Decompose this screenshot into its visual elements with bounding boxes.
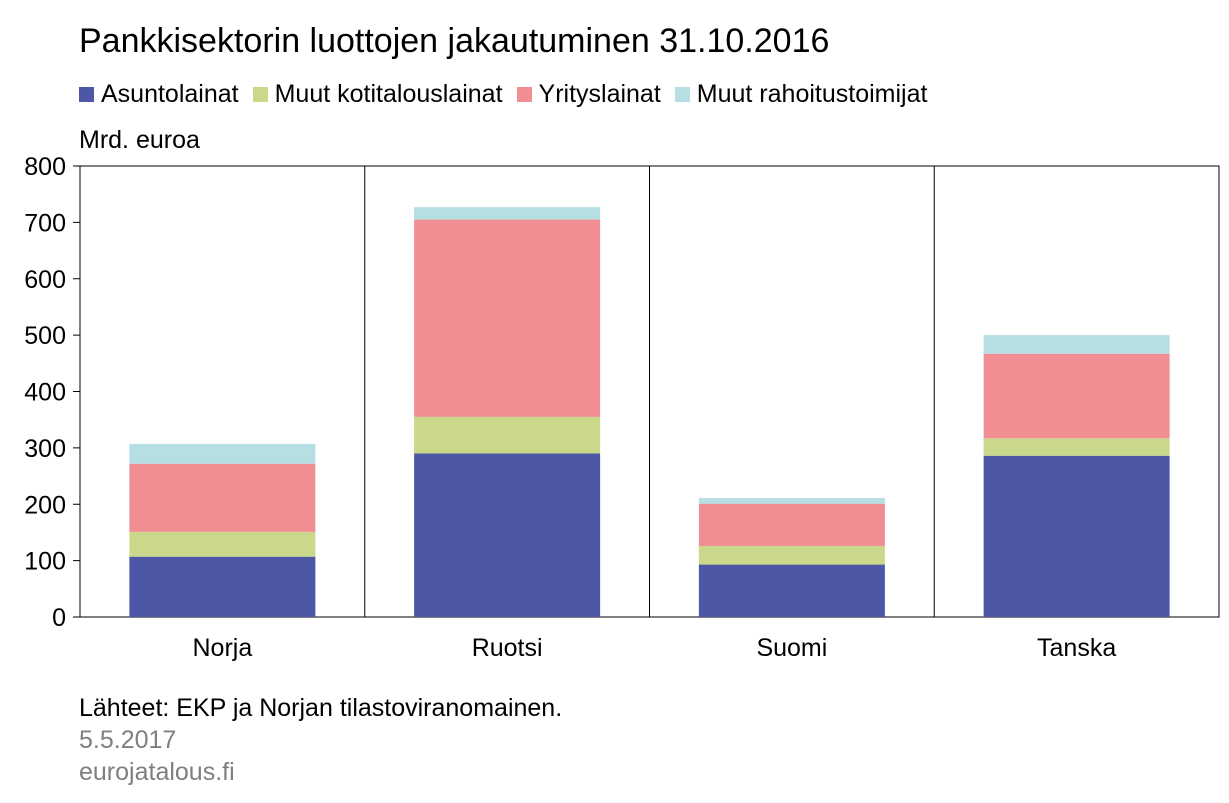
y-tick-label: 600 — [24, 266, 66, 294]
y-tick-label: 200 — [24, 491, 66, 519]
bar-segment-ruotsi-series-3 — [414, 207, 601, 220]
y-tick-label: 500 — [24, 322, 66, 350]
bar-segment-suomi-series-2 — [698, 503, 885, 546]
y-tick-label: 0 — [52, 604, 66, 632]
bar-segment-norja-series-1 — [129, 531, 316, 557]
bar-segment-tanska-series-0 — [983, 455, 1170, 617]
bar-segment-tanska-series-3 — [983, 335, 1170, 354]
legend-item-yrityslainat: Yrityslainat — [516, 80, 661, 109]
y-tick-label: 700 — [24, 209, 66, 237]
legend-label: Muut rahoitustoimijat — [696, 80, 928, 108]
legend-swatch — [516, 87, 532, 102]
legend: Asuntolainat Muut kotitalouslainat Yrity… — [79, 80, 941, 109]
legend-item-asuntolainat: Asuntolainat — [79, 80, 239, 109]
bar-segment-norja-series-0 — [129, 556, 316, 617]
bar-segment-ruotsi-series-1 — [414, 416, 601, 454]
y-tick-label: 100 — [24, 548, 66, 576]
legend-item-muut-rahoitustoimijat: Muut rahoitustoimijat — [674, 80, 928, 109]
legend-label: Asuntolainat — [101, 80, 239, 108]
publish-date: 5.5.2017 — [79, 726, 177, 754]
source-note: Lähteet: EKP ja Norjan tilastoviranomain… — [79, 694, 563, 722]
bar-segment-tanska-series-1 — [983, 438, 1170, 456]
bar-segment-norja-series-2 — [129, 463, 316, 532]
x-tick-label: Tanska — [1037, 634, 1116, 662]
y-tick-label: 800 — [24, 153, 66, 181]
bar-segment-ruotsi-series-2 — [414, 219, 601, 417]
y-tick-label: 300 — [24, 435, 66, 463]
chart-title: Pankkisektorin luottojen jakautuminen 31… — [79, 22, 830, 60]
legend-swatch — [79, 87, 94, 102]
bar-segment-ruotsi-series-0 — [414, 453, 601, 617]
legend-label: Yrityslainat — [538, 80, 661, 108]
x-tick-label: Ruotsi — [472, 634, 543, 662]
legend-swatch — [674, 87, 690, 102]
site-name: eurojatalous.fi — [79, 758, 235, 786]
y-tick-label: 400 — [24, 379, 66, 407]
bar-segment-suomi-series-3 — [698, 498, 885, 504]
x-tick-label: Suomi — [756, 634, 827, 662]
legend-label: Muut kotitalouslainat — [274, 80, 503, 108]
y-axis-label: Mrd. euroa — [79, 126, 200, 154]
bar-segment-suomi-series-1 — [698, 545, 885, 565]
x-tick-label: Norja — [193, 634, 253, 662]
bar-segment-tanska-series-2 — [983, 353, 1170, 439]
bar-segment-norja-series-3 — [129, 443, 316, 464]
bar-segment-suomi-series-0 — [698, 564, 885, 617]
legend-swatch — [252, 87, 268, 102]
legend-item-muut-kotitalouslainat: Muut kotitalouslainat — [252, 80, 503, 109]
